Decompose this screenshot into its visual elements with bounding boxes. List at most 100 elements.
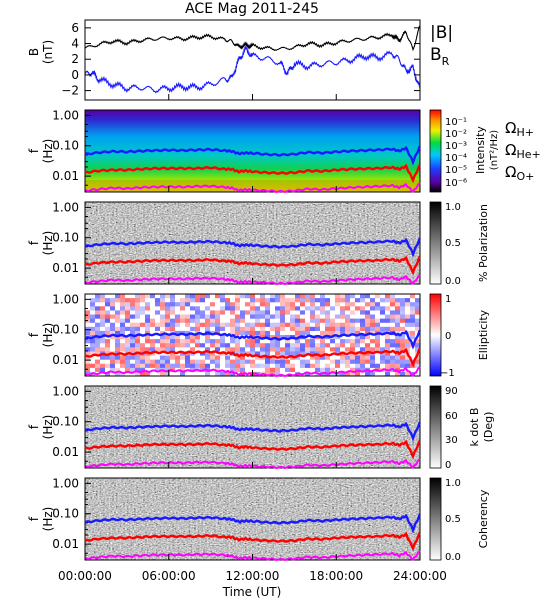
ellipticity-cell — [260, 294, 265, 299]
ellipticity-cell — [170, 306, 175, 311]
ellipticity-cell — [385, 306, 390, 311]
ellipticity-cell — [310, 355, 315, 360]
ellipticity-cell — [375, 343, 380, 348]
ellipticity-cell — [230, 306, 235, 311]
ellipticity-cell — [400, 310, 405, 315]
ellipticity-cell — [390, 310, 395, 315]
ellipticity-cell — [270, 359, 275, 364]
ellipticity-cell — [110, 298, 115, 303]
ellipticity-cell — [160, 294, 165, 299]
ellipticity-cell — [395, 359, 400, 364]
spectrogram-ylabel-unit: (Hz) — [41, 139, 55, 164]
ellipticity-cell — [240, 294, 245, 299]
spectrogram-ytick-label: 0.01 — [52, 169, 79, 183]
ellipticity-cell — [230, 367, 235, 372]
ellipticity-cell — [340, 330, 345, 336]
ellipticity-cell — [410, 330, 415, 336]
ellipticity-cell — [340, 322, 345, 327]
ellipticity-cell — [405, 314, 410, 319]
spectrogram-ylabel: f — [27, 240, 41, 245]
ellipticity-cell — [310, 351, 315, 356]
ellipticity-cell — [230, 330, 235, 336]
ellipticity-cell — [290, 302, 295, 307]
ellipticity-cell — [260, 298, 265, 303]
omega-he-line — [84, 439, 421, 460]
ellipticity-cell — [335, 298, 340, 303]
ellipticity-cell — [100, 318, 105, 323]
spectrogram-ytick-label: 0.01 — [52, 537, 79, 551]
ellipticity-cell — [400, 298, 405, 303]
ellipticity-cell — [185, 302, 190, 307]
ellipticity-cell — [85, 363, 90, 368]
ellipticity-cell — [115, 326, 120, 331]
ellipticity-cell — [370, 363, 375, 368]
field-ylabel-1: B — [27, 48, 41, 56]
ellipticity-cell — [350, 310, 355, 315]
ellipticity-cell — [280, 322, 285, 327]
ellipticity-cell — [155, 326, 160, 331]
ellipticity-cell — [250, 330, 255, 336]
ellipticity-cell — [345, 302, 350, 307]
ellipticity-cell — [140, 294, 145, 299]
ellipticity-cell — [160, 298, 165, 303]
ellipticity-cell — [85, 330, 90, 336]
ellipticity-cell — [280, 318, 285, 323]
ellipticity-cell — [195, 335, 200, 340]
ellipticity-cell — [265, 363, 270, 368]
field-y-ticks: −2 0 24 6 — [61, 21, 420, 98]
ellipticity-cell — [270, 326, 275, 331]
ellipticity-cell — [290, 343, 295, 348]
ellipticity-cell — [325, 367, 330, 372]
x-tick-label: 00:00:00 — [58, 569, 112, 583]
ellipticity-cell — [395, 343, 400, 348]
ellipticity-cell — [215, 343, 220, 348]
ellipticity-cell — [225, 343, 230, 348]
ellipticity-cell — [200, 363, 205, 368]
ellipticity-cell — [330, 367, 335, 372]
kdotb-panel: 90 60 30 0 k dot B (Deg) — [84, 385, 495, 471]
ellipticity-cell — [100, 298, 105, 303]
ellipticity-cell — [375, 302, 380, 307]
ellipticity-cell — [165, 314, 170, 319]
ellipticity-cell — [415, 343, 420, 348]
ellipticity-cell — [280, 314, 285, 319]
ellipticity-cell — [275, 367, 280, 372]
ellipticity-cell — [240, 326, 245, 331]
ellipticity-cell — [85, 359, 90, 364]
ellipticity-cell — [250, 326, 255, 331]
spectrogram-ylabel: f — [27, 516, 41, 521]
ellipticity-cell — [235, 355, 240, 360]
ellipticity-cell — [265, 322, 270, 327]
ellipticity-cell — [255, 351, 260, 356]
ellipticity-cell — [370, 322, 375, 327]
ellipticity-cell — [300, 294, 305, 299]
ellipticity-cell — [295, 339, 300, 344]
ellipticity-cell — [395, 347, 400, 352]
ellipticity-cell — [195, 298, 200, 303]
ellipticity-cell — [205, 326, 210, 331]
ellipticity-cell — [415, 347, 420, 352]
spectrogram-ytick-label: 1.00 — [52, 200, 79, 214]
ellipticity-cell — [295, 355, 300, 360]
ellipticity-cell — [215, 367, 220, 372]
ellipticity-cell — [170, 335, 175, 340]
ellipticity-cell — [260, 347, 265, 352]
intensity-cbar-tick-1: 10⁻¹ — [445, 117, 467, 128]
ellipticity-cell — [370, 339, 375, 344]
ellipticity-cell — [105, 343, 110, 348]
ellipticity-cell — [355, 318, 360, 323]
ellipticity-cell — [275, 314, 280, 319]
ellipticity-cell — [125, 339, 130, 344]
ellipticity-cell — [120, 363, 125, 368]
intensity-cbar-unit: (nT²/Hz) — [489, 130, 500, 170]
ellipticity-cell — [340, 310, 345, 315]
ellipticity-cell — [170, 294, 175, 299]
spectrogram-ytick-label: 1.00 — [52, 384, 79, 398]
ellipticity-cell — [95, 326, 100, 331]
ellipticity-cell — [405, 339, 410, 344]
ellipticity-cell — [230, 359, 235, 364]
field-ytick-label: 6 — [71, 21, 79, 35]
ellipticity-cell — [85, 355, 90, 360]
ellipticity-cell — [220, 322, 225, 327]
ellipticity-cell — [415, 363, 420, 368]
